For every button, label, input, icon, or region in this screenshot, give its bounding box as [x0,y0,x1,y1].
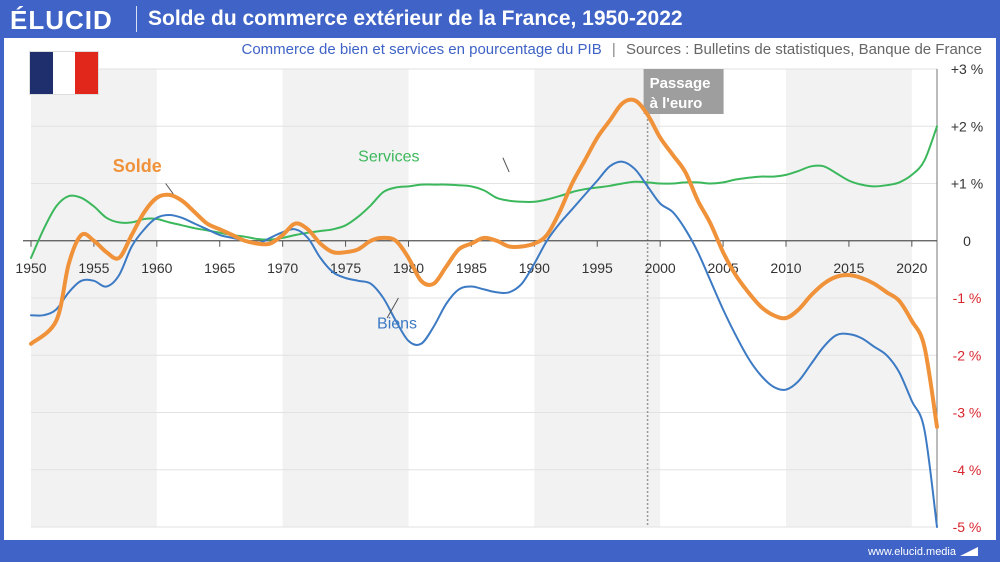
series-line-services [30,125,938,259]
x-tick-label: 2020 [896,260,927,276]
x-tick-label: 1955 [78,260,109,276]
y-tick-label: +2 % [951,118,983,134]
line-chart: Passage à l'euro +3 % +2 % +1 % 0 -1 % -2 % -3 %… [15,61,983,535]
series-label-leader-solde [165,183,174,195]
x-tick-label: 2015 [833,260,864,276]
x-tick-label: 1950 [15,260,46,276]
chart-panel: Passage à l'euro +3 % +2 % +1 % 0 -1 % -2 % -3 %… [4,38,996,540]
series-label-services: Services [358,149,419,166]
x-tick-label: 1965 [204,260,235,276]
series-line-solde [29,97,939,429]
chart-subtitle: Commerce de bien et services en pourcent… [242,41,983,58]
x-tick-label: 1990 [519,260,550,276]
flag-stripe-blue [30,52,53,94]
y-tick-label: -5 % [953,519,982,535]
y-tick-label: -2 % [953,347,982,363]
euro-annotation-line1: Passage [650,75,711,92]
page-title: Solde du commerce extérieur de la France… [148,7,683,30]
elucid-logo-icon [960,547,978,556]
y-tick-label: 0 [963,233,971,249]
y-tick-label: -4 % [953,462,982,478]
subtitle-separator: | [611,41,616,58]
flag-stripe-white [52,52,76,94]
subtitle-sources: Sources : Bulletins de statistiques, Ban… [625,41,982,58]
x-tick-label: 1995 [582,260,613,276]
series-label-solde: Solde [113,156,162,176]
french-flag-icon [30,52,99,94]
y-tick-label: -3 % [953,405,982,421]
x-tick-label: 2000 [645,260,676,276]
subtitle-main: Commerce de bien et services en pourcent… [241,41,602,58]
euro-annotation-box [643,69,724,114]
header: ÉLUCID Solde du commerce extérieur de la… [0,0,1000,38]
x-tick-label: 2010 [770,260,801,276]
flag-stripe-red [75,52,99,94]
series-label-leader-biens [386,297,399,319]
x-tick-label: 1970 [267,260,298,276]
series-label-biens: Biens [377,315,417,332]
footer-url[interactable]: www.elucid.media [867,546,956,558]
series-label-leader-services [502,157,510,173]
y-tick-label: -1 % [953,290,982,306]
x-tick-label: 1985 [456,260,487,276]
x-tick-label: 1960 [141,260,172,276]
y-tick-label: +3 % [951,61,983,77]
x-tick-label: 1975 [330,260,361,276]
euro-annotation-line2: à l'euro [650,95,703,112]
elucid-logo[interactable]: ÉLUCID [10,5,113,35]
header-divider [136,6,137,32]
y-tick-label: +1 % [951,176,983,192]
series-line-biens [30,160,938,528]
euro-annotation: Passage à l'euro [643,69,724,114]
